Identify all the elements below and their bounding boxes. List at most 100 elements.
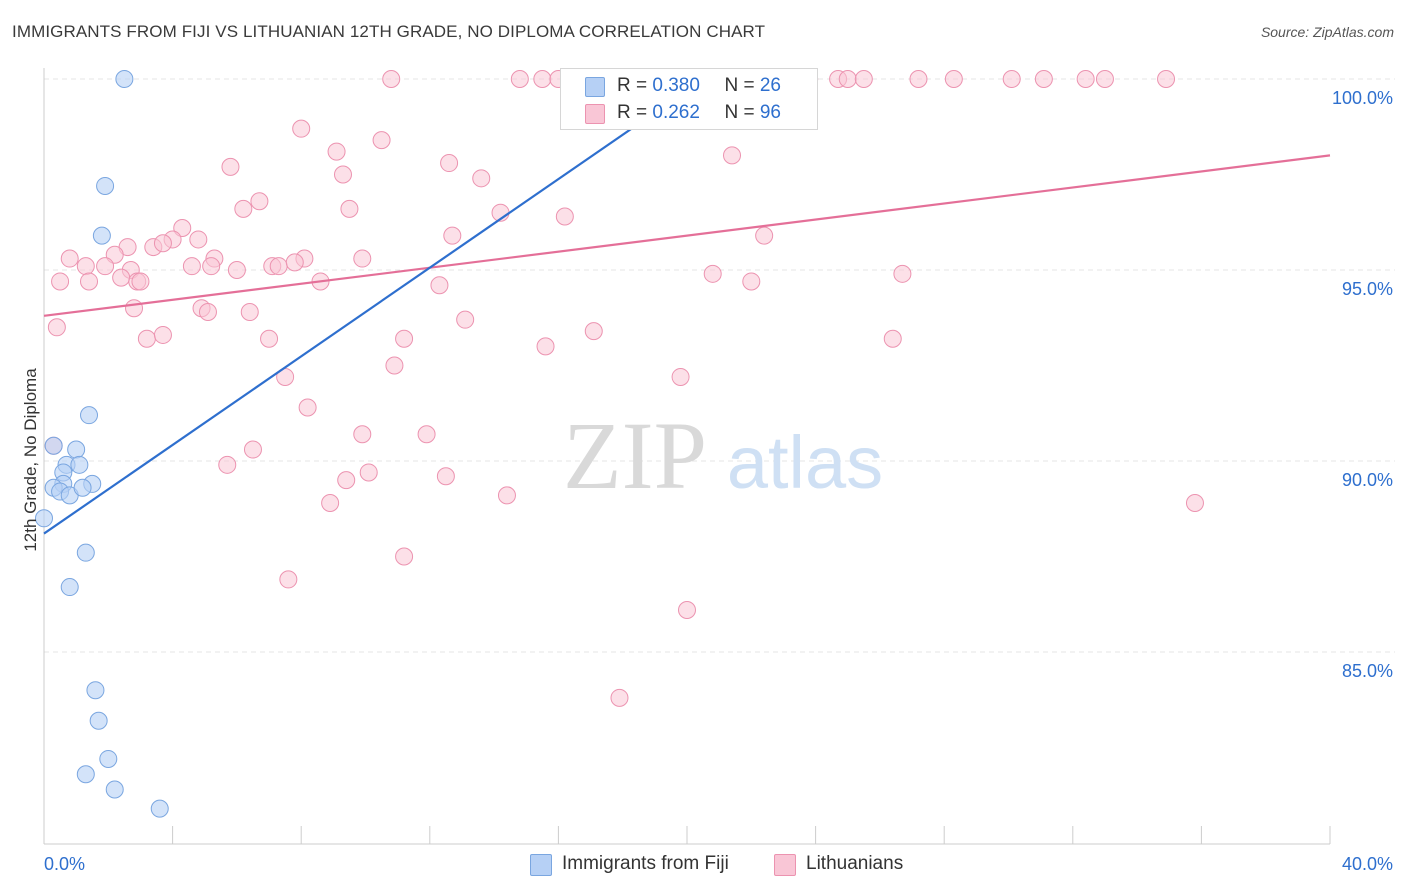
lithuanian-point [1095,70,1114,88]
lithuanian-point [1157,70,1176,88]
fiji-point [73,478,92,497]
lithuanian-point [555,207,574,226]
lithuanian-point [944,70,963,88]
lithuanian-point [838,70,857,88]
lithuanian-point [353,249,372,268]
lithuanian-point [189,230,208,249]
grid-lines [44,78,1395,653]
trend-lines [43,89,1331,535]
fiji-points [35,70,169,818]
lithuanian-point [47,318,66,337]
lithuanian-point [440,154,459,173]
lithuanian-point [456,310,475,329]
lith-r-label: R = [617,102,653,123]
lithuanian-point [337,471,356,490]
lithuanian-point [472,169,491,188]
lithuanian-point [671,367,690,386]
lithuanian-point [112,268,131,287]
y-tick-label: 100.0% [1332,88,1393,108]
fiji-point [70,455,89,474]
lithuanian-point [153,325,172,344]
lithuanian-point [80,272,99,291]
lithuanian-point [1076,70,1095,88]
lithuanian-point [382,70,401,88]
lithuanian-point [279,570,298,589]
lithuanian-point [198,303,217,322]
fiji-swatch [585,77,605,97]
x-tick-label-max: 40.0% [1342,854,1393,874]
lithuanian-point [153,234,172,253]
lithuanian-point [359,463,378,482]
y-axis-label: 12th Grade, No Diploma [21,368,40,552]
lithuanian-point [96,257,115,276]
lithuanian-point [497,486,516,505]
lithuanian-point [173,218,192,237]
lithuanian-point [430,276,449,295]
lithuanian-point [125,299,144,318]
lithuanian-point [131,272,150,291]
lithuanian-point [417,425,436,444]
fiji-point [86,681,105,700]
lithuanian-point [234,199,253,218]
lith-r-value: 0.262 [652,102,700,123]
chart-title: IMMIGRANTS FROM FIJI VS LITHUANIAN 12TH … [12,22,766,41]
stats-legend: R = 0.380 N = 26 R = 0.262 N = 96 [560,68,818,130]
fiji-point [80,406,99,425]
lithuanian-point [385,356,404,375]
lithuanian-point [755,226,774,245]
lithuanian-point [353,425,372,444]
lithuanian-point [1185,494,1204,513]
lithuanian-point [105,245,124,264]
lithuanian-point [909,70,928,88]
fiji-point [44,436,63,455]
lithuanian-point [292,119,311,138]
lithuanian-point [1002,70,1021,88]
fiji-point [99,749,118,768]
fiji-point [67,440,86,459]
fiji-point [60,578,79,597]
lithuanian-point [678,600,696,619]
lithuanian-point [327,142,346,161]
chart-source: Source: ZipAtlas.com [1260,24,1394,40]
legend-fiji-swatch [530,854,552,876]
lithuanian-point [298,398,317,417]
fiji-point [150,799,169,818]
lithuanian-point [742,272,761,291]
tick-labels: 85.0% 90.0% 95.0% 100.0% 0.0% 40.0% [44,88,1393,874]
lithuanian-point [372,131,391,150]
lith-swatch [585,104,605,124]
lithuanians-trend-line [43,154,1331,317]
legend-fiji-label: Immigrants from Fiji [562,853,729,874]
lithuanian-point [533,70,552,88]
fiji-point [76,765,95,784]
lithuanian-point [243,440,262,459]
legend-item-lithuanians[interactable]: Lithuanians [774,852,934,876]
lithuanian-point [221,157,240,176]
legend-item-fiji[interactable]: Immigrants from Fiji [530,852,760,876]
fiji-point [89,711,108,730]
x-tick-label-min: 0.0% [44,854,85,874]
fiji-r-value: 0.380 [652,75,700,96]
legend-lith-label: Lithuanians [806,853,904,874]
lithuanian-point [333,165,352,184]
lithuanian-point [202,257,221,276]
fiji-point [76,543,95,562]
lithuanian-point [60,249,79,268]
lithuanian-point [436,467,455,486]
lithuanian-point [250,192,269,211]
lithuanian-point [321,494,340,513]
lithuanian-point [883,329,902,348]
lithuanian-point [610,688,629,707]
lithuanian-point [269,257,288,276]
lithuanian-point [240,303,259,322]
fiji-point [105,780,124,799]
y-tick-label: 95.0% [1342,279,1393,299]
lithuanian-point [510,70,529,88]
watermark: ZIP atlas [563,402,883,509]
fiji-point [35,509,53,528]
lithuanian-point [340,199,359,218]
lithuanian-point [227,261,246,279]
axes [43,68,1331,845]
lithuanian-point [723,146,742,165]
